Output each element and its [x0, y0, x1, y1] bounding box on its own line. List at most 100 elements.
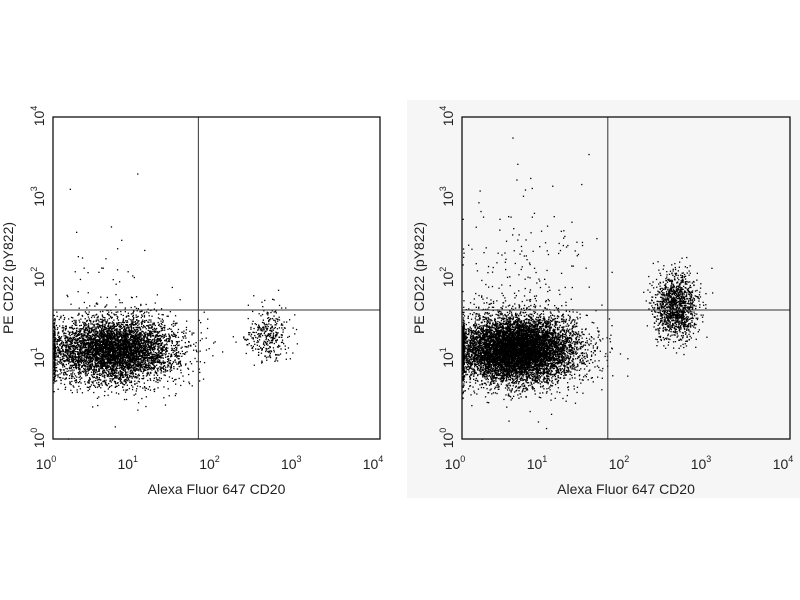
event-dot	[111, 385, 113, 387]
event-dot	[81, 328, 83, 330]
event-dot	[115, 371, 117, 373]
event-dot	[100, 383, 102, 385]
event-dot	[61, 346, 63, 348]
event-dot	[143, 339, 145, 341]
event-dot	[93, 370, 96, 372]
event-dot	[111, 328, 113, 330]
event-dot	[123, 339, 125, 341]
event-dot	[137, 345, 139, 347]
event-dot	[151, 357, 153, 359]
event-dot	[114, 347, 116, 349]
event-dot	[116, 339, 118, 341]
event-dot	[71, 374, 73, 377]
event-dot	[84, 371, 86, 373]
event-dot	[128, 362, 130, 364]
event-dot	[102, 350, 104, 352]
event-dot	[120, 322, 122, 324]
event-dot	[153, 364, 155, 366]
event-dot	[82, 346, 84, 348]
event-dot	[95, 368, 97, 370]
event-dot	[120, 357, 122, 359]
event-dot	[111, 326, 113, 328]
event-dot	[89, 305, 91, 307]
event-dot	[85, 329, 87, 331]
event-dot	[72, 353, 74, 355]
event-dot	[131, 340, 133, 342]
event-dot	[84, 318, 86, 320]
event-dot	[70, 343, 72, 345]
event-dot	[137, 321, 139, 323]
event-dot	[71, 342, 73, 344]
event-dot	[109, 366, 112, 368]
event-dot	[99, 367, 101, 369]
event-dot	[76, 335, 79, 337]
event-dot	[122, 386, 124, 388]
event-dot	[85, 332, 87, 334]
event-dot	[101, 375, 104, 377]
event-dot	[136, 310, 138, 312]
event-dot	[159, 318, 161, 320]
event-dot	[180, 369, 182, 371]
event-dot	[156, 367, 158, 370]
event-dot	[91, 351, 93, 353]
event-dot	[73, 327, 76, 330]
event-dot	[132, 320, 134, 322]
event-dot	[116, 351, 119, 353]
event-dot	[127, 378, 130, 380]
event-dot	[155, 356, 157, 358]
event-dot	[139, 365, 141, 367]
event-dot	[151, 360, 153, 362]
event-dot	[214, 341, 216, 343]
event-dot	[156, 349, 159, 351]
event-dot	[97, 383, 99, 385]
event-dot	[182, 336, 184, 338]
event-dot	[78, 385, 80, 387]
event-dot	[76, 330, 78, 332]
event-dot	[96, 397, 99, 399]
event-dot	[161, 323, 163, 326]
event-dot	[164, 368, 167, 370]
event-dot	[130, 330, 132, 332]
event-dot	[132, 340, 134, 342]
event-dot	[130, 328, 133, 330]
event-dot	[53, 379, 55, 381]
event-dot	[155, 371, 158, 374]
event-dot	[102, 310, 104, 313]
event-dot	[131, 361, 133, 363]
event-dot	[157, 370, 159, 372]
event-dot	[58, 337, 60, 339]
event-dot	[75, 341, 77, 343]
event-dot	[74, 380, 76, 382]
event-dot	[54, 363, 56, 365]
event-dot	[168, 358, 170, 360]
event-dot	[105, 372, 107, 374]
event-dot	[87, 368, 89, 370]
event-dot	[111, 365, 113, 368]
event-dot	[112, 372, 114, 375]
event-dot	[99, 311, 102, 313]
event-dot	[108, 365, 110, 367]
event-dot	[78, 328, 80, 330]
event-dot	[137, 324, 139, 327]
event-dot	[84, 373, 86, 375]
event-dot	[80, 352, 82, 354]
event-dot	[135, 352, 137, 355]
event-dot	[168, 360, 170, 362]
event-dot	[87, 346, 89, 348]
event-dot	[178, 377, 180, 380]
event-dot	[95, 344, 97, 347]
event-dot	[162, 321, 164, 323]
event-dot	[132, 314, 134, 317]
event-dot	[54, 380, 56, 383]
event-dot	[117, 330, 119, 332]
event-dot	[77, 291, 79, 293]
event-dot	[118, 356, 120, 358]
event-dot	[127, 325, 129, 327]
event-dot	[132, 367, 134, 369]
event-dot	[160, 366, 162, 368]
event-dot	[84, 311, 86, 313]
event-dot	[93, 316, 96, 318]
event-dot	[127, 336, 129, 338]
event-dot	[77, 357, 80, 359]
event-dot	[61, 356, 63, 358]
